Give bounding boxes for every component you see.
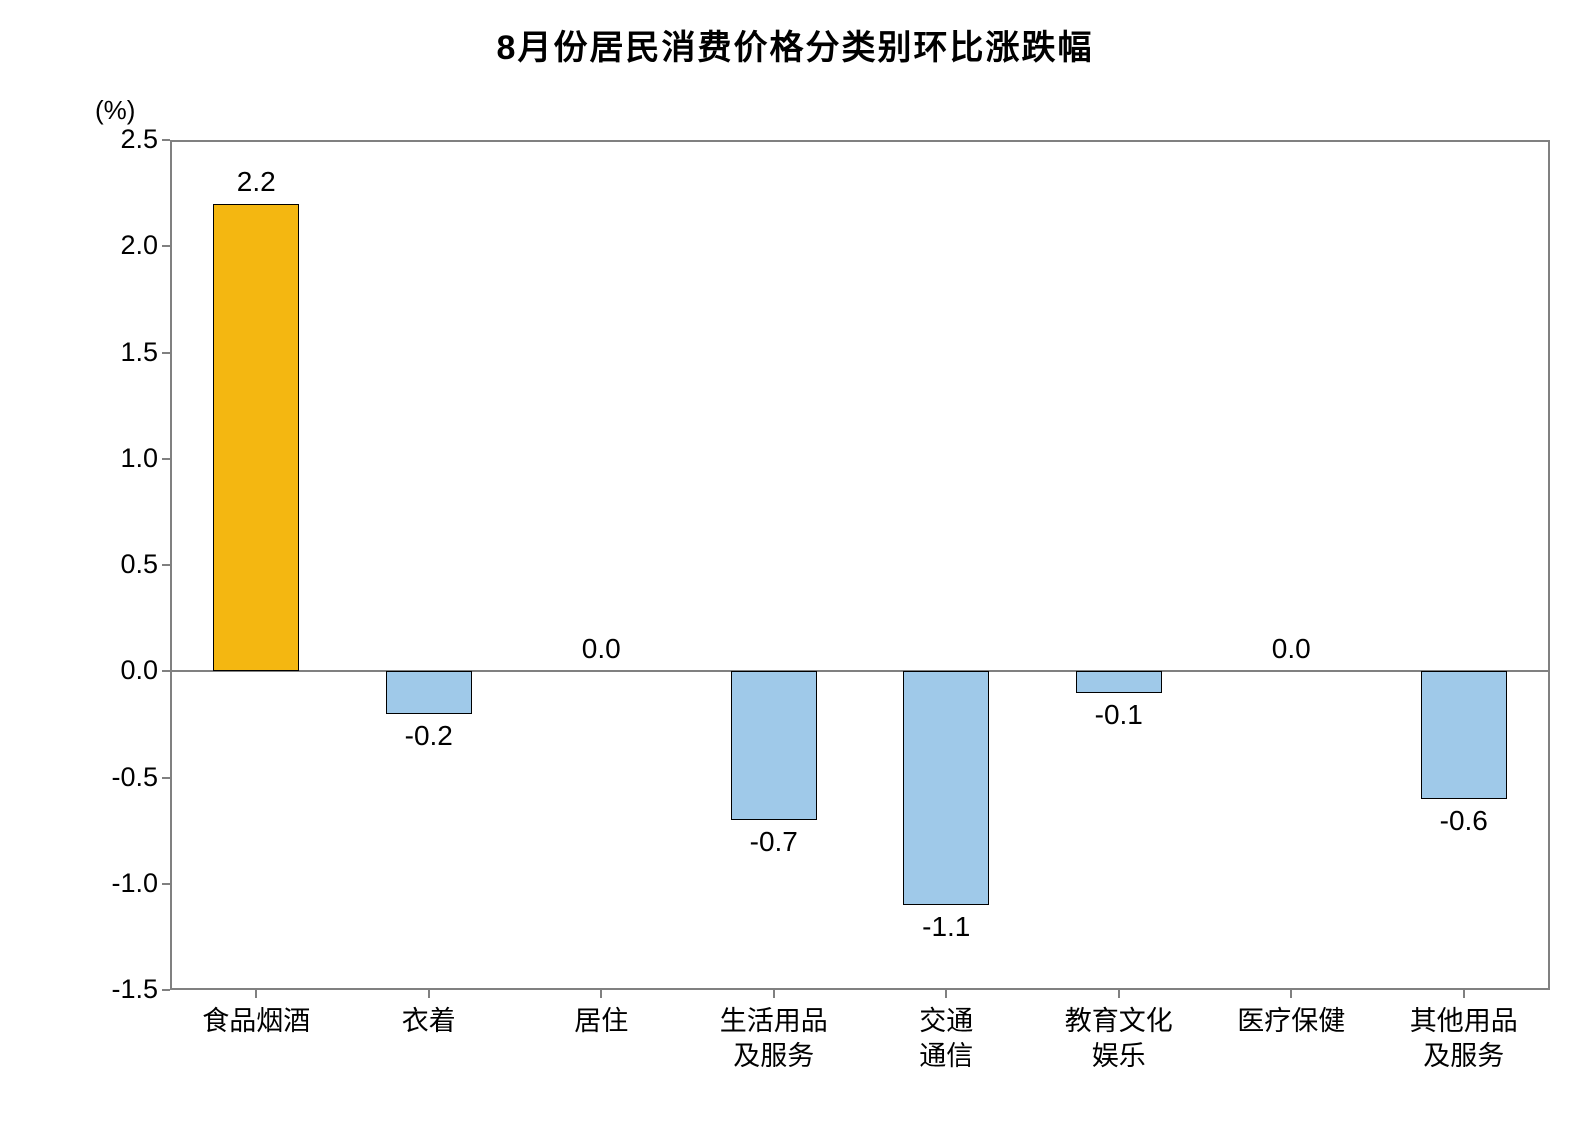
y-tick-mark (162, 458, 170, 460)
plot-top-box (170, 140, 1550, 671)
x-tick-mark (428, 990, 430, 998)
x-tick-label: 居住 (515, 1004, 688, 1039)
x-tick-label: 食品烟酒 (170, 1004, 343, 1039)
y-tick-label: -0.5 (98, 762, 158, 793)
x-tick-mark (600, 990, 602, 998)
chart-title: 8月份居民消费价格分类别环比涨跌幅 (40, 20, 1550, 69)
bar-value-label: -1.1 (860, 911, 1033, 943)
x-tick-label: 医疗保健 (1205, 1004, 1378, 1039)
y-tick-mark (162, 777, 170, 779)
y-tick-label: -1.5 (98, 974, 158, 1005)
y-tick-mark (162, 139, 170, 141)
x-tick-mark (1118, 990, 1120, 998)
bar (731, 671, 817, 820)
y-tick-label: 1.5 (98, 337, 158, 368)
y-tick-mark (162, 245, 170, 247)
y-tick-mark (162, 989, 170, 991)
chart-container: 8月份居民消费价格分类别环比涨跌幅 (%) 2.5 2.0 1.5 1.0 0.5 0.0… (40, 20, 1550, 1115)
bar (903, 671, 989, 905)
y-tick-label: 2.5 (98, 124, 158, 155)
x-tick-label: 生活用品及服务 (688, 1004, 861, 1074)
bar-value-label: -0.2 (343, 720, 516, 752)
y-tick-mark (162, 564, 170, 566)
bar (386, 671, 472, 714)
bar-value-label: -0.6 (1378, 805, 1551, 837)
bar-value-label: 0.0 (515, 633, 688, 665)
x-tick-mark (1290, 990, 1292, 998)
x-tick-label: 其他用品及服务 (1378, 1004, 1551, 1074)
bar (1421, 671, 1507, 799)
bar (213, 204, 299, 672)
x-tick-mark (773, 990, 775, 998)
y-tick-label: 0.0 (98, 655, 158, 686)
bar-value-label: 2.2 (170, 166, 343, 198)
x-tick-label: 衣着 (343, 1004, 516, 1039)
bar-value-label: -0.1 (1033, 699, 1206, 731)
y-tick-mark (162, 883, 170, 885)
bar-value-label: -0.7 (688, 826, 861, 858)
y-tick-mark (162, 352, 170, 354)
bar-value-label: 0.0 (1205, 633, 1378, 665)
y-tick-label: 1.0 (98, 443, 158, 474)
y-tick-label: 2.0 (98, 230, 158, 261)
y-tick-label: -1.0 (98, 868, 158, 899)
zero-line (170, 670, 1550, 672)
y-axis-unit: (%) (95, 95, 135, 126)
x-tick-mark (255, 990, 257, 998)
y-tick-mark (162, 670, 170, 672)
x-tick-label: 交通通信 (860, 1004, 1033, 1074)
x-tick-mark (945, 990, 947, 998)
y-tick-label: 0.5 (98, 549, 158, 580)
x-tick-label: 教育文化娱乐 (1033, 1004, 1206, 1074)
x-tick-mark (1463, 990, 1465, 998)
bar (1076, 671, 1162, 692)
